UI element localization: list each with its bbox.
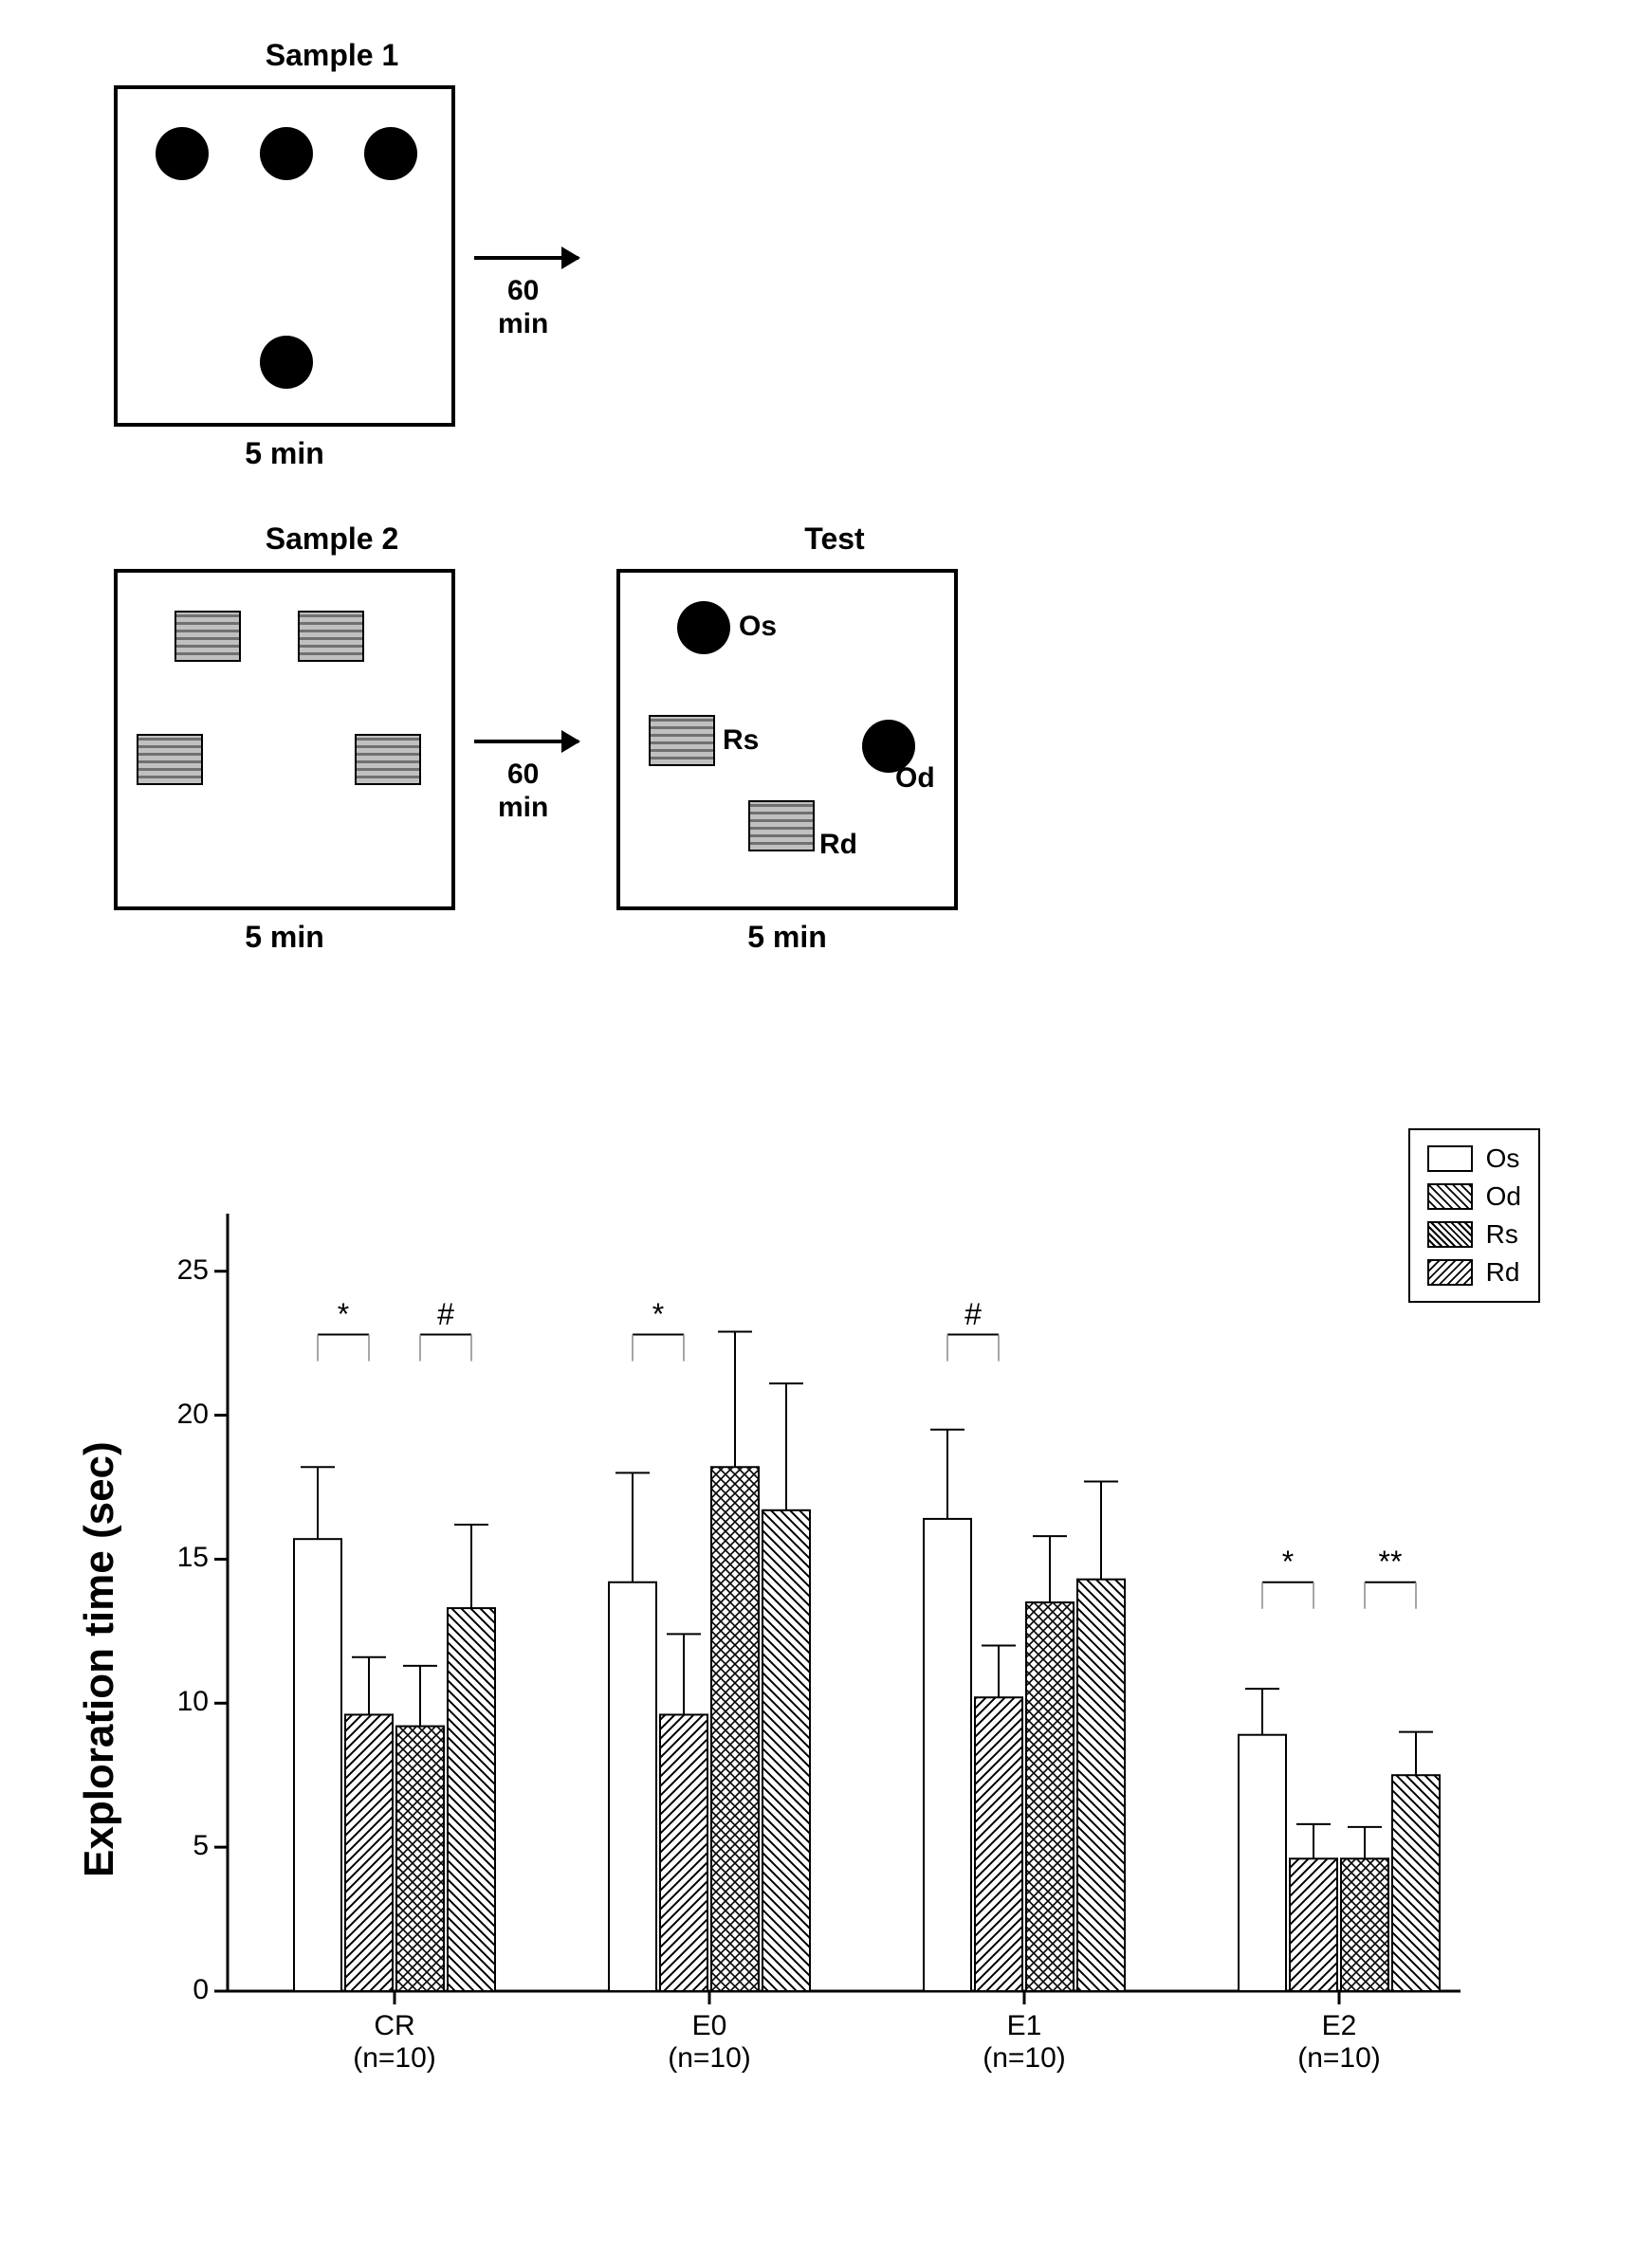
sample2-arena (114, 569, 455, 910)
ytick-25: 25 (161, 1254, 209, 1287)
sig-E2-5: ** (1362, 1545, 1419, 1580)
chart-legend: Os Od Rs Rd (1408, 1128, 1540, 1303)
sample2-object-3 (137, 734, 203, 785)
test-rs-label: Rs (723, 724, 759, 757)
test-os-label: Os (739, 611, 777, 643)
legend-swatch-rd (1427, 1259, 1473, 1286)
sample1-object-3 (364, 127, 417, 180)
legend-swatch-rs (1427, 1221, 1473, 1248)
sig-E1-3: # (945, 1297, 1001, 1332)
sig-E0-2: * (630, 1297, 687, 1332)
delay2-line2: min (498, 792, 548, 824)
legend-swatch-os (1427, 1145, 1473, 1172)
exploration-time-chart: Exploration time (sec) 0 5 10 15 20 25 CR(n=1… (38, 1119, 1597, 2181)
sample1-object-2 (260, 127, 313, 180)
delay2-line1: 60 (507, 759, 539, 791)
ytick-15: 15 (161, 1542, 209, 1574)
ytick-0: 0 (161, 1974, 209, 2006)
test-duration: 5 min (616, 920, 958, 955)
ytick-10: 10 (161, 1686, 209, 1718)
sample2-object-1 (175, 611, 241, 662)
arrow-sample1-to-delay (474, 256, 579, 260)
xlabel-CR: CR(n=10) (275, 2010, 514, 2075)
test-rd-label: Rd (819, 829, 857, 861)
ytick-5: 5 (161, 1830, 209, 1862)
legend-label-os: Os (1486, 1143, 1520, 1174)
delay1-line2: min (498, 308, 548, 340)
sig-CR-1: # (417, 1297, 474, 1332)
legend-label-rs: Rs (1486, 1219, 1518, 1250)
legend-row-os: Os (1427, 1143, 1521, 1174)
sample1-arena (114, 85, 455, 427)
xlabel-E1: E1(n=10) (905, 2010, 1144, 2075)
xlabel-E0: E0(n=10) (590, 2010, 829, 2075)
sample2-title: Sample 2 (161, 521, 503, 557)
sig-E2-4: * (1259, 1545, 1316, 1580)
sample2-object-2 (298, 611, 364, 662)
test-rs-object (649, 715, 715, 766)
legend-swatch-od (1427, 1183, 1473, 1210)
sample2-duration: 5 min (114, 920, 455, 955)
chart-ylabel: Exploration time (sec) (76, 1441, 123, 1877)
sig-CR-0: * (315, 1297, 372, 1332)
chart-svg (38, 1119, 1555, 2162)
sample2-object-4 (355, 734, 421, 785)
legend-row-od: Od (1427, 1181, 1521, 1212)
delay1-line1: 60 (507, 275, 539, 307)
ytick-20: 20 (161, 1399, 209, 1431)
sample1-title: Sample 1 (161, 38, 503, 73)
test-arena: Os Rs Od Rd (616, 569, 958, 910)
sample1-object-4 (260, 336, 313, 389)
experimental-design-diagram: Sample 1 5 min 60 min Sample 2 5 min 60 … (38, 38, 1597, 1024)
test-rd-object (748, 800, 815, 851)
figure-root: Sample 1 5 min 60 min Sample 2 5 min 60 … (38, 38, 1597, 2181)
test-title: Test (664, 521, 1005, 557)
xlabel-E2: E2(n=10) (1220, 2010, 1459, 2075)
sample1-duration: 5 min (114, 436, 455, 471)
legend-row-rd: Rd (1427, 1257, 1521, 1288)
legend-row-rs: Rs (1427, 1219, 1521, 1250)
legend-label-rd: Rd (1486, 1257, 1520, 1288)
sample1-object-1 (156, 127, 209, 180)
test-os-object (677, 601, 730, 654)
legend-label-od: Od (1486, 1181, 1521, 1212)
arrow-sample2-to-test (474, 740, 579, 743)
test-od-label: Od (895, 762, 935, 795)
